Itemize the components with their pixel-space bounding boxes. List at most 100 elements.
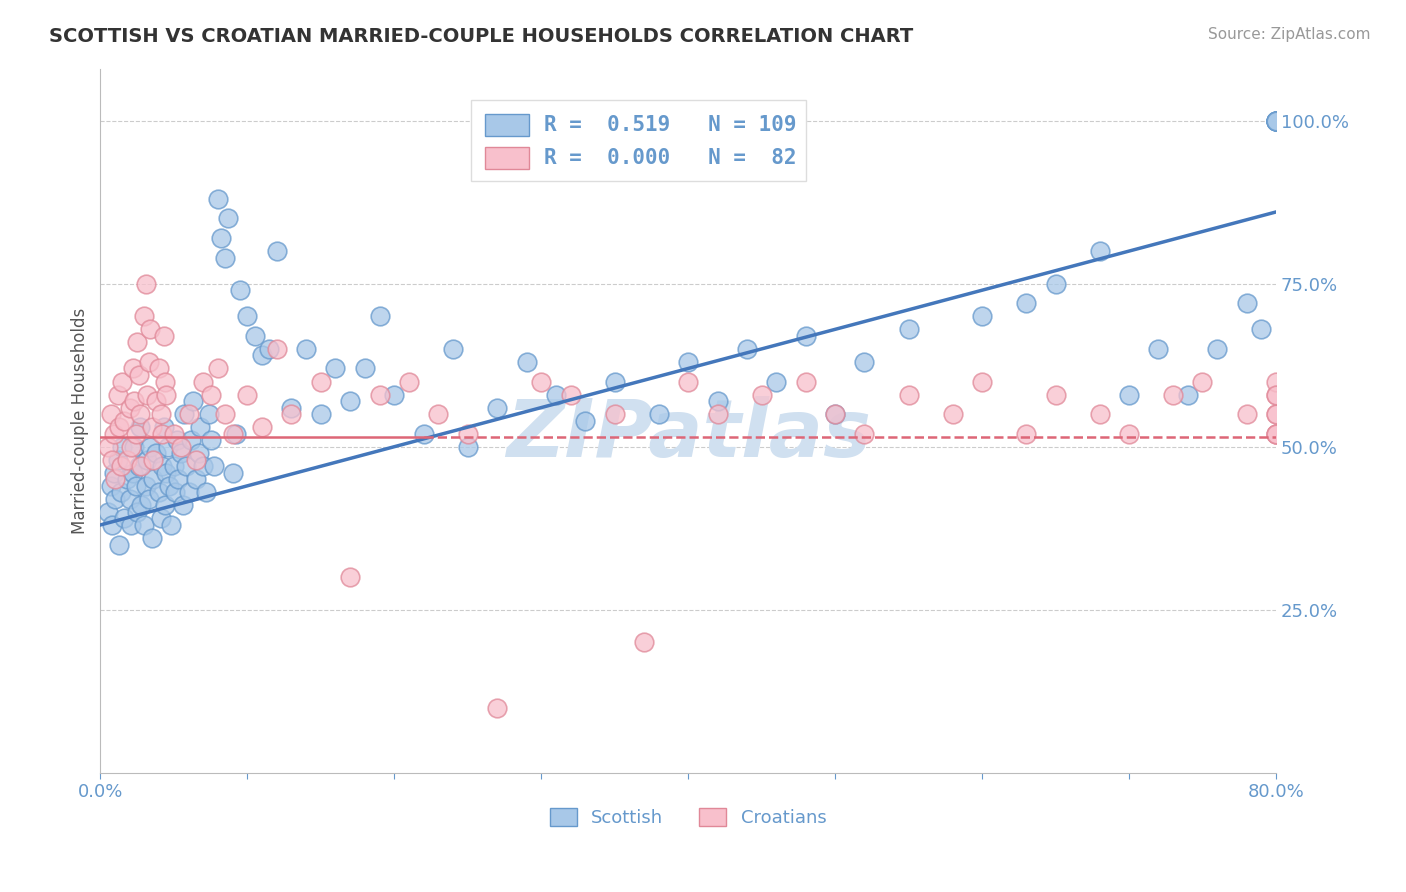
Point xyxy=(339,394,361,409)
Point xyxy=(603,375,626,389)
Point xyxy=(225,426,247,441)
Point xyxy=(1265,113,1288,128)
Point xyxy=(136,452,159,467)
Point xyxy=(486,700,509,714)
Point xyxy=(897,322,920,336)
Point xyxy=(149,407,172,421)
Point xyxy=(207,192,229,206)
Point xyxy=(897,387,920,401)
Point xyxy=(120,440,142,454)
Point xyxy=(180,433,202,447)
Point xyxy=(603,407,626,421)
Point xyxy=(148,485,170,500)
Point xyxy=(139,440,162,454)
Text: SCOTTISH VS CROATIAN MARRIED-COUPLE HOUSEHOLDS CORRELATION CHART: SCOTTISH VS CROATIAN MARRIED-COUPLE HOUS… xyxy=(49,27,914,45)
Point xyxy=(110,485,132,500)
Point xyxy=(325,361,347,376)
Point xyxy=(127,505,149,519)
Point xyxy=(152,329,174,343)
Point xyxy=(751,387,773,401)
Point xyxy=(166,433,188,447)
Point xyxy=(1265,113,1288,128)
Point xyxy=(824,407,846,421)
Point xyxy=(138,355,160,369)
Point xyxy=(200,387,222,401)
Point xyxy=(165,485,187,500)
Point xyxy=(97,440,120,454)
Point xyxy=(149,511,172,525)
Point xyxy=(214,251,236,265)
Point xyxy=(735,342,758,356)
Point xyxy=(134,310,156,324)
Point xyxy=(101,518,124,533)
Y-axis label: Married-couple Households: Married-couple Households xyxy=(72,308,89,533)
Point xyxy=(427,407,450,421)
Point xyxy=(115,472,138,486)
Point xyxy=(107,452,129,467)
Point xyxy=(100,407,122,421)
Point xyxy=(209,231,232,245)
Point xyxy=(131,499,153,513)
Point xyxy=(174,459,197,474)
Point xyxy=(1045,387,1067,401)
Point xyxy=(101,452,124,467)
Point xyxy=(170,446,193,460)
Point xyxy=(193,375,215,389)
Point xyxy=(648,407,671,421)
Point xyxy=(1177,387,1199,401)
Point xyxy=(853,426,876,441)
Point xyxy=(193,459,215,474)
Point xyxy=(1265,113,1288,128)
Point xyxy=(574,414,596,428)
Point xyxy=(794,375,817,389)
Point xyxy=(1265,387,1288,401)
Point xyxy=(157,479,180,493)
Point xyxy=(1265,426,1288,441)
Point xyxy=(108,537,131,551)
Point xyxy=(188,420,211,434)
Point xyxy=(706,394,728,409)
Point xyxy=(1191,375,1213,389)
Point xyxy=(111,440,134,454)
Point xyxy=(153,375,176,389)
Point xyxy=(173,407,195,421)
Point xyxy=(148,361,170,376)
Point xyxy=(167,472,190,486)
Point xyxy=(177,407,200,421)
Point xyxy=(170,440,193,454)
Text: R =  0.000   N =  82: R = 0.000 N = 82 xyxy=(544,148,796,168)
Point xyxy=(181,394,204,409)
Point xyxy=(676,355,699,369)
Point xyxy=(1265,426,1288,441)
Point xyxy=(129,407,152,421)
FancyBboxPatch shape xyxy=(471,100,806,181)
Point xyxy=(266,342,288,356)
Point xyxy=(1265,375,1288,389)
Point xyxy=(309,407,332,421)
Point xyxy=(136,387,159,401)
Point xyxy=(824,407,846,421)
Point xyxy=(142,452,165,467)
Text: R =  0.519   N = 109: R = 0.519 N = 109 xyxy=(544,115,796,135)
Point xyxy=(128,459,150,474)
Point xyxy=(200,433,222,447)
Text: ZIPatlas: ZIPatlas xyxy=(506,396,870,474)
Point xyxy=(250,348,273,362)
Point xyxy=(145,446,167,460)
Point xyxy=(1265,113,1288,128)
Point xyxy=(486,401,509,415)
Point xyxy=(970,310,993,324)
Point xyxy=(107,387,129,401)
Point xyxy=(100,479,122,493)
Point xyxy=(138,491,160,506)
Point xyxy=(1236,296,1258,310)
Point xyxy=(155,387,177,401)
Point xyxy=(398,375,420,389)
Point xyxy=(1265,113,1288,128)
Point xyxy=(172,499,194,513)
Point xyxy=(1088,407,1111,421)
Point xyxy=(134,518,156,533)
Point xyxy=(236,387,259,401)
Point xyxy=(115,452,138,467)
Point xyxy=(110,459,132,474)
